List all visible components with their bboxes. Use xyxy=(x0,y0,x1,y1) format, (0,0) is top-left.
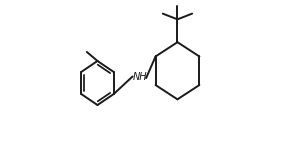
Text: NH: NH xyxy=(132,72,147,82)
